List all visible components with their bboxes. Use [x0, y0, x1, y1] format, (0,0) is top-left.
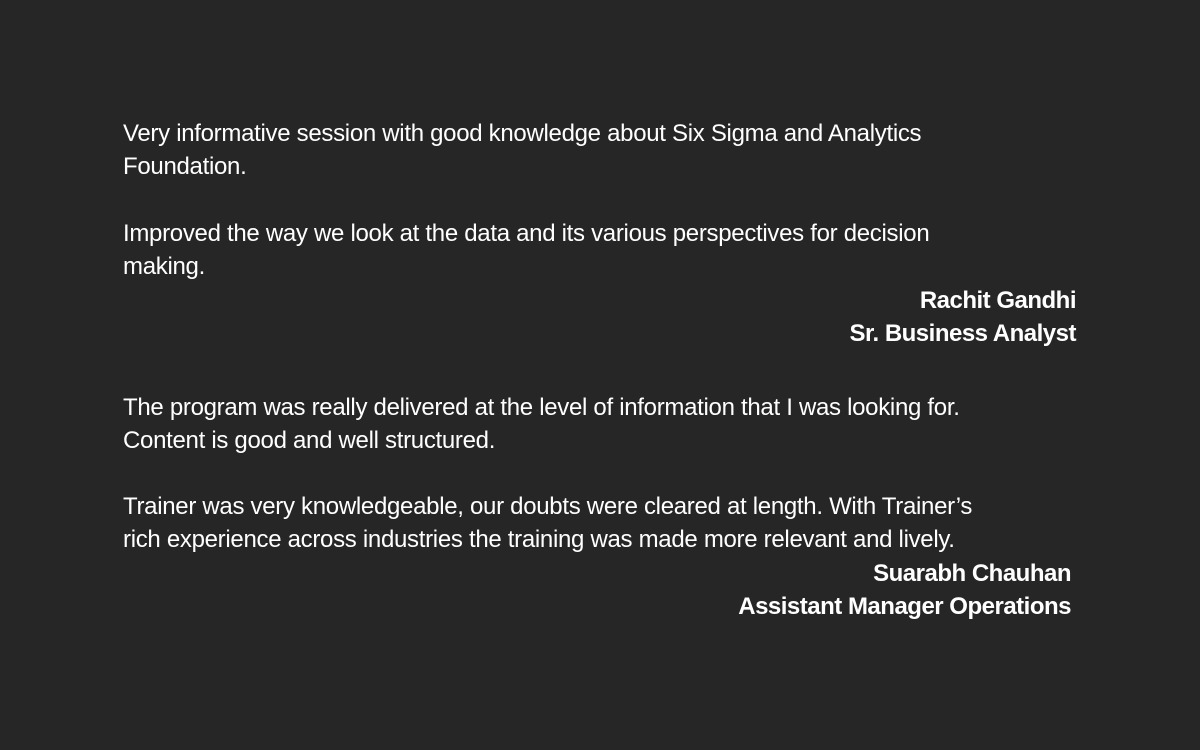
author-role: Sr. Business Analyst — [849, 320, 1076, 347]
author-name: Suarabh Chauhan — [873, 560, 1071, 587]
text-line: Trainer was very knowledgeable, our doub… — [123, 493, 973, 520]
testimonial-1-signature: Rachit Gandhi Sr. Business Analyst — [849, 284, 1076, 350]
author-name: Rachit Gandhi — [919, 287, 1077, 314]
text-line: The program was really delivered at the … — [123, 394, 960, 421]
text-line: Content is good and well structured. — [123, 427, 496, 454]
testimonial-2-paragraph-2: Trainer was very knowledgeable, our doub… — [123, 490, 972, 556]
text-line: Foundation. — [123, 153, 247, 180]
text-line: rich experience across industries the tr… — [123, 526, 955, 553]
text-line: Very informative session with good knowl… — [123, 120, 922, 147]
text-line: making. — [123, 253, 205, 280]
author-role: Assistant Manager Operations — [738, 593, 1071, 620]
testimonial-1-paragraph-1: Very informative session with good knowl… — [123, 117, 922, 183]
testimonial-2-paragraph-1: The program was really delivered at the … — [123, 391, 960, 457]
text-line: Improved the way we look at the data and… — [123, 220, 930, 247]
testimonial-1-paragraph-2: Improved the way we look at the data and… — [123, 217, 930, 283]
testimonial-2-signature: Suarabh Chauhan Assistant Manager Operat… — [738, 557, 1071, 623]
